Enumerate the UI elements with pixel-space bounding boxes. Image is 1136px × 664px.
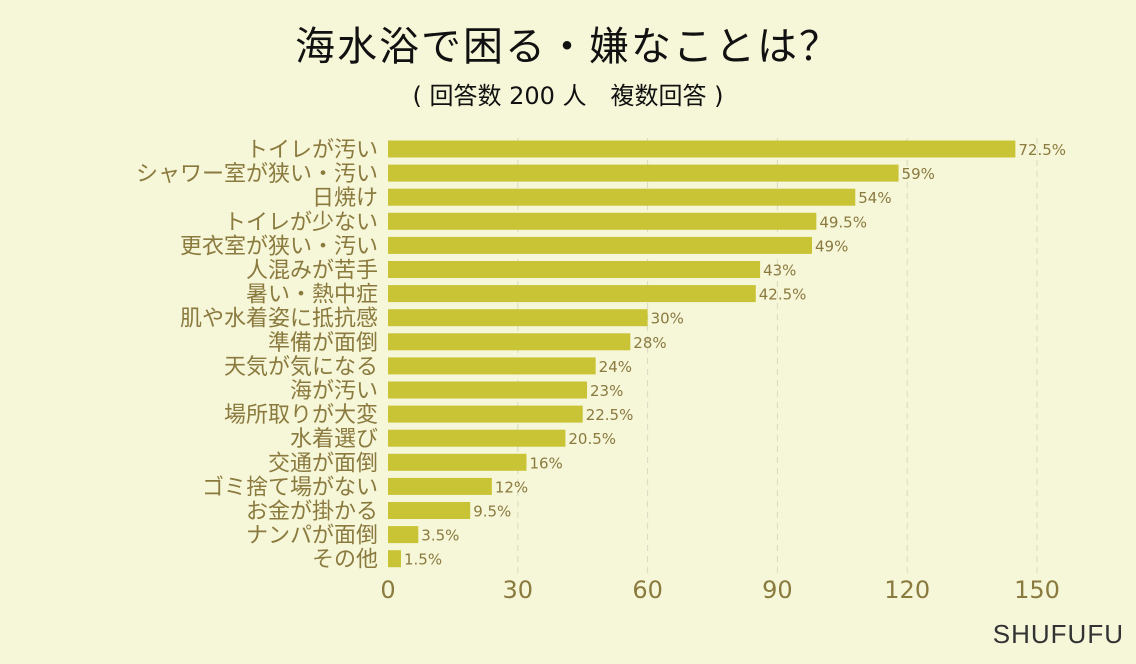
category-label: ゴミ捨て場がない xyxy=(202,475,378,500)
bar xyxy=(388,453,527,471)
category-label: 準備が面倒 xyxy=(268,331,378,356)
value-label: 42.5% xyxy=(759,286,807,304)
value-label: 30% xyxy=(651,310,684,328)
value-label: 49.5% xyxy=(819,213,867,231)
bar xyxy=(388,261,761,278)
category-label: ナンパが面倒 xyxy=(246,524,378,549)
value-label: 24% xyxy=(599,358,632,376)
value-label: 1.5% xyxy=(404,551,442,569)
category-label: トイレが少ない xyxy=(224,210,378,235)
value-label: 3.5% xyxy=(421,527,459,545)
category-label: 更衣室が狭い・汚い xyxy=(180,234,378,259)
brand-logo: SHUFUFU xyxy=(992,619,1124,649)
value-label: 22.5% xyxy=(586,406,634,424)
bar xyxy=(388,333,631,351)
bar xyxy=(388,477,492,495)
value-label: 43% xyxy=(763,262,796,280)
bar xyxy=(388,164,899,182)
category-label: トイレが汚い xyxy=(246,138,378,163)
category-label: 場所取りが大変 xyxy=(224,403,378,428)
value-label: 72.5% xyxy=(1018,141,1066,159)
x-tick-label: 90 xyxy=(762,576,793,604)
category-label: 天気が気になる xyxy=(224,355,378,380)
value-label: 16% xyxy=(529,454,562,472)
category-label: 海が汚い xyxy=(290,379,378,404)
chart-title: 海水浴で困る・嫌なことは？ xyxy=(295,24,841,70)
category-label: その他 xyxy=(312,548,378,573)
bar xyxy=(388,429,566,447)
bar xyxy=(388,357,596,375)
bar xyxy=(388,526,419,544)
value-label: 49% xyxy=(815,237,848,255)
value-label: 20.5% xyxy=(568,430,616,448)
bar xyxy=(388,502,471,519)
chart-subtitle: ( 回答数 200 人 複数回答 ) xyxy=(412,82,724,110)
bar xyxy=(388,550,401,568)
category-label: 暑い・熱中症 xyxy=(246,283,378,308)
x-tick-label: 60 xyxy=(632,576,663,604)
x-tick-label: 120 xyxy=(884,576,930,604)
value-label: 54% xyxy=(858,189,891,207)
bar xyxy=(388,236,813,254)
bar xyxy=(388,381,588,399)
bar xyxy=(388,285,756,303)
bar xyxy=(388,212,817,230)
bar xyxy=(388,188,856,206)
category-label: 水着選び xyxy=(290,427,378,452)
category-label: お金が掛かる xyxy=(246,500,378,525)
x-tick-label: 150 xyxy=(1014,576,1060,604)
value-label: 23% xyxy=(590,382,623,400)
category-label: 肌や水着姿に抵抗感 xyxy=(180,307,378,332)
value-label: 59% xyxy=(902,165,935,183)
bar xyxy=(388,405,583,423)
category-label: 交通が面倒 xyxy=(268,451,378,476)
category-label: シャワー室が狭い・汚い xyxy=(136,162,378,187)
x-tick-label: 0 xyxy=(380,576,395,604)
x-tick-label: 30 xyxy=(503,576,534,604)
value-label: 9.5% xyxy=(473,503,511,521)
category-label: 人混みが苦手 xyxy=(246,259,378,284)
bar xyxy=(388,309,648,327)
bar xyxy=(388,140,1016,158)
category-label: 日焼け xyxy=(312,186,378,211)
value-label: 12% xyxy=(495,478,528,496)
value-label: 28% xyxy=(633,334,666,352)
